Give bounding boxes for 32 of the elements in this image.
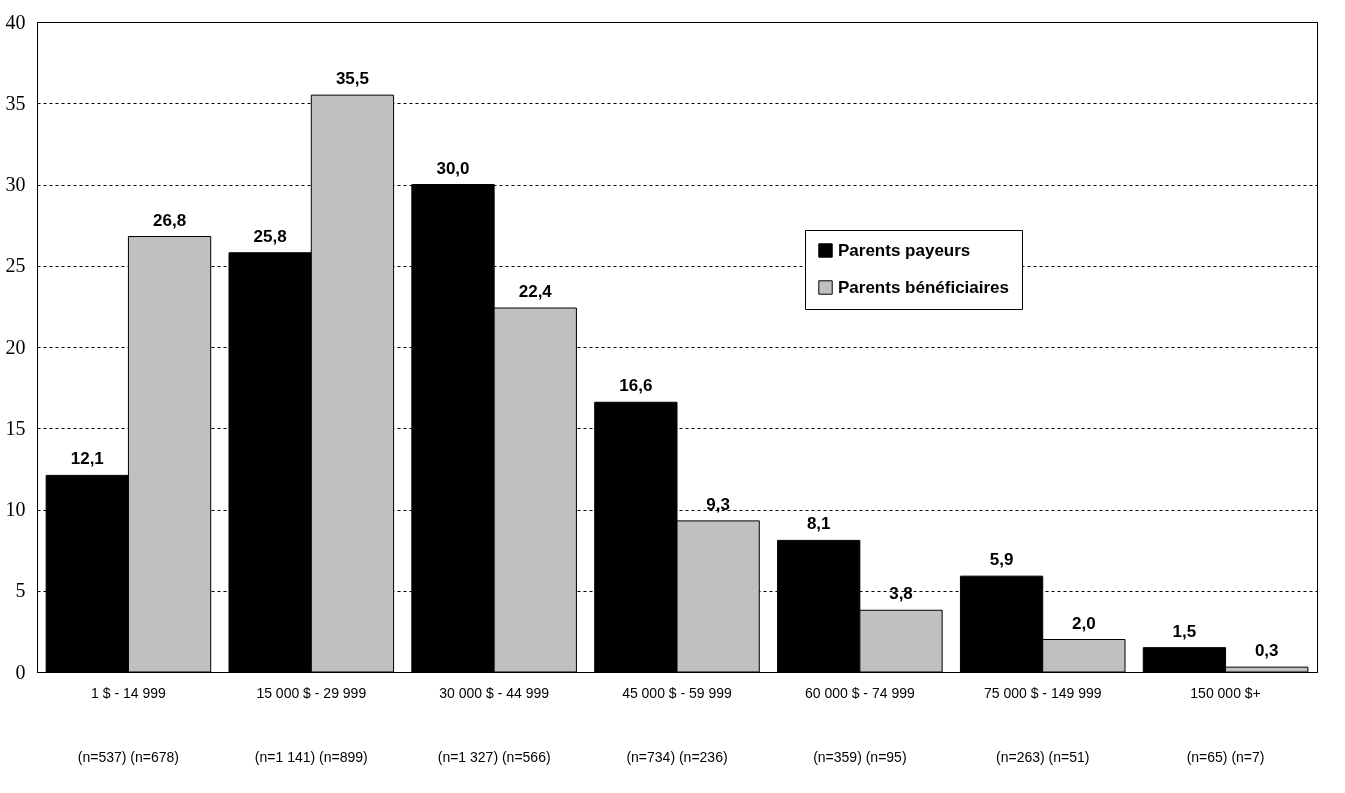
y-tick-label: 20 xyxy=(5,335,26,358)
legend-label: Parents payeurs xyxy=(838,240,971,260)
y-tick-label: 0 xyxy=(15,660,26,683)
data-label: 9,3 xyxy=(706,494,730,514)
y-tick-label: 30 xyxy=(5,173,26,195)
data-label: 2,0 xyxy=(1072,613,1096,633)
category-label: 1 $ - 14 999 (n=537) (n=678) xyxy=(77,684,180,765)
y-tick-label: 25 xyxy=(5,254,26,277)
data-label: 1,5 xyxy=(1172,621,1197,641)
y-tick-label: 40 xyxy=(5,10,26,33)
data-label: 0,3 xyxy=(1254,641,1279,661)
data-label: 35,5 xyxy=(335,69,369,89)
category-label: 150 000 $+ (n=65) (n=7) xyxy=(1186,684,1265,765)
category-label: 15 000 $ - 29 999 (n=1 141) (n=899) xyxy=(254,684,368,765)
y-tick-label: 15 xyxy=(5,416,26,439)
category-label: 60 000 $ - 74 999 (n=359) (n=95) xyxy=(804,684,915,765)
data-label: 12,1 xyxy=(70,449,104,469)
y-tick-label: 5 xyxy=(15,579,26,602)
data-label: 30,0 xyxy=(436,158,470,178)
category-label: 30 000 $ - 44 999 (n=1 327) (n=566) xyxy=(437,684,551,765)
legend-label: Parents bénéficiaires xyxy=(838,277,1010,297)
y-tick-label: 35 xyxy=(5,91,26,114)
data-label: 5,9 xyxy=(989,550,1014,570)
data-label: 16,6 xyxy=(619,376,653,396)
data-label: 8,1 xyxy=(806,514,831,534)
data-label: 3,8 xyxy=(889,584,913,604)
category-label: 45 000 $ - 59 999 (n=734) (n=236) xyxy=(622,684,732,765)
y-tick-label: 10 xyxy=(5,498,26,520)
data-label: 25,8 xyxy=(253,226,287,246)
data-label: 22,4 xyxy=(518,282,553,301)
category-label: 75 000 $ - 149 999 (n=263) (n=51) xyxy=(983,684,1102,765)
data-label: 26,8 xyxy=(153,210,187,230)
